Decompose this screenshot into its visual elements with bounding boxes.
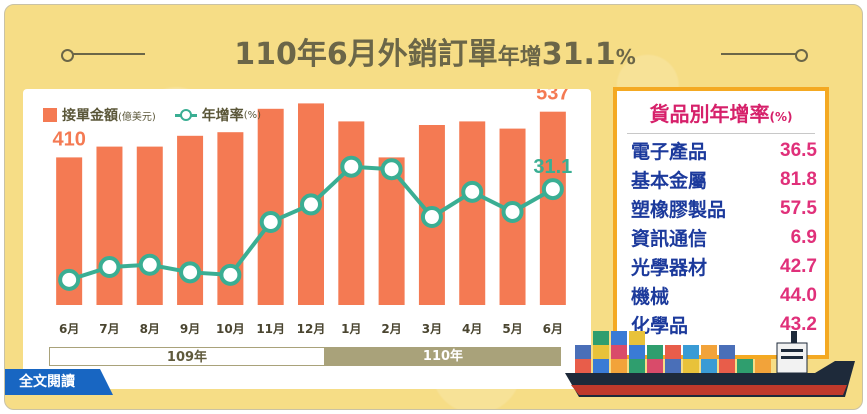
legend-bar-label: 接單金額 <box>62 108 118 124</box>
product-name: 化學品 <box>631 315 689 337</box>
bar <box>257 108 284 305</box>
product-growth-panel: 貨品別年增率(%) 電子產品 36.5 基本金屬 81.8 塑橡膠製品 57.5 資訊通信 6… <box>613 87 829 359</box>
x-tick-label: 2月 <box>381 322 401 336</box>
product-value: 36.5 <box>780 139 817 161</box>
bar <box>338 121 365 306</box>
title-right-dot <box>795 49 808 62</box>
growth-point <box>541 178 564 201</box>
product-value: 57.5 <box>780 197 817 219</box>
growth-point <box>219 263 242 286</box>
chart-legend: 接單金額 (億美元) 年增率 (%) <box>43 105 275 125</box>
product-name: 光學器材 <box>631 257 708 279</box>
product-name: 機械 <box>631 286 670 308</box>
product-value: 6.9 <box>790 226 817 248</box>
growth-point <box>501 200 524 223</box>
growth-point <box>300 193 322 216</box>
year-110: 110年 <box>325 347 561 366</box>
year-109: 109年 <box>49 347 325 366</box>
product-row: 資訊通信 6.9 <box>617 223 825 252</box>
product-value: 44.0 <box>780 284 817 306</box>
x-tick-label: 4月 <box>462 322 482 336</box>
x-tick-label: 7月 <box>99 322 119 336</box>
bar <box>539 111 566 306</box>
x-tick-label: 3月 <box>422 322 442 336</box>
title-right-line <box>721 53 801 55</box>
product-title-text: 貨品別年增率 <box>649 102 770 126</box>
infographic-frame: 110年6月外銷訂單年增31.1% 6月 7月 8月 9月 10月 11月 12月 1月 2月 3… <box>4 4 863 410</box>
growth-point <box>461 180 484 203</box>
x-tick-label: 12月 <box>297 322 326 336</box>
product-row: 基本金屬 81.8 <box>617 165 825 194</box>
title-percent: % <box>615 45 636 69</box>
cargo-ship-icon <box>565 331 855 397</box>
bar <box>96 146 123 305</box>
combo-chart: 6月 7月 8月 9月 10月 11月 12月 1月 2月 3月 4月 5月 6月 410 537 31.1 <box>52 89 572 336</box>
growth-point <box>98 256 121 279</box>
product-row: 電子產品 36.5 <box>617 136 825 165</box>
x-tick-label: 11月 <box>256 322 285 336</box>
legend-bar-swatch <box>43 108 57 122</box>
legend-line: 年增率 (%) <box>174 105 261 125</box>
product-row: 機械 44.0 <box>617 281 825 310</box>
x-tick-label: 6月 <box>59 322 79 336</box>
legend-line-unit: (%) <box>243 109 261 121</box>
page-title: 110年6月外銷訂單年增31.1% <box>145 29 725 73</box>
growth-point <box>58 268 81 291</box>
product-row: 光學器材 42.7 <box>617 252 825 281</box>
growth-point <box>138 253 161 276</box>
x-tick-label: 8月 <box>140 322 160 336</box>
chart-panel: 6月 7月 8月 9月 10月 11月 12月 1月 2月 3月 4月 5月 6月 410 537 31.1 <box>23 89 591 389</box>
product-value: 81.8 <box>780 168 817 190</box>
legend-bar: 接單金額 (億美元) <box>43 105 156 125</box>
x-tick-label: 10月 <box>216 322 245 336</box>
title-main: 110年6月外銷訂單 <box>234 37 498 72</box>
product-name: 電子產品 <box>631 141 708 163</box>
full-text-button[interactable]: 全文閱讀 <box>5 369 113 395</box>
product-title-unit: (%) <box>769 110 793 124</box>
x-tick-label: 9月 <box>180 322 200 336</box>
product-name: 資訊通信 <box>631 228 708 250</box>
product-row: 塑橡膠製品 57.5 <box>617 194 825 223</box>
product-list: 電子產品 36.5 基本金屬 81.8 塑橡膠製品 57.5 資訊通信 6.9 光學器材 42.7… <box>617 136 825 339</box>
data-label: 537 <box>536 89 569 105</box>
product-name: 基本金屬 <box>631 170 708 192</box>
growth-point <box>179 261 202 284</box>
data-label: 410 <box>52 128 85 150</box>
legend-bar-unit: (億美元) <box>118 111 156 123</box>
x-tick-label: 5月 <box>502 322 522 336</box>
x-tick-label: 6月 <box>543 322 563 336</box>
title-left-line <box>65 53 145 55</box>
growth-point <box>420 206 443 228</box>
title-number: 31.1 <box>541 37 616 72</box>
title-row: 110年6月外銷訂單年增31.1% <box>5 23 862 75</box>
growth-point <box>380 158 403 181</box>
title-left-dot <box>61 49 74 62</box>
growth-point <box>259 211 282 234</box>
product-name: 塑橡膠製品 <box>631 199 727 221</box>
product-panel-title: 貨品別年增率(%) <box>617 98 825 127</box>
year-band: 109年 110年 <box>49 347 561 366</box>
x-tick-label: 1月 <box>341 322 361 336</box>
product-value: 43.2 <box>780 313 817 335</box>
bar <box>136 146 163 305</box>
bar <box>459 121 486 306</box>
product-divider <box>627 133 815 134</box>
title-sub: 年增 <box>497 45 542 70</box>
data-label: 31.1 <box>533 156 572 178</box>
legend-line-label: 年增率 <box>201 108 244 124</box>
product-value: 42.7 <box>780 255 817 277</box>
product-row: 化學品 43.2 <box>617 310 825 339</box>
legend-line-swatch <box>174 108 197 122</box>
growth-point <box>340 155 363 178</box>
